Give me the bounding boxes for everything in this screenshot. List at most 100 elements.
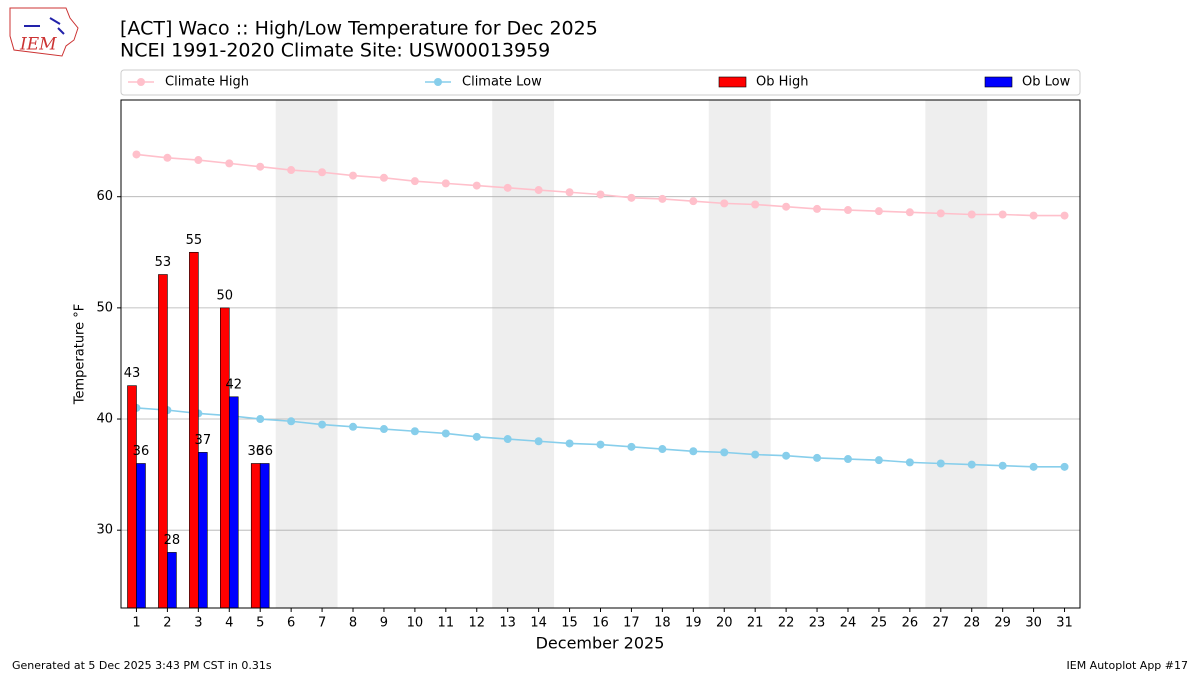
point <box>689 197 698 206</box>
logo-outline <box>9 7 79 57</box>
y-tick-label: 30 <box>96 523 113 538</box>
point <box>658 445 667 454</box>
y-axis-label: Temperature °F <box>73 304 88 405</box>
bar <box>189 251 199 609</box>
bar <box>198 452 208 609</box>
x-tick-label: 13 <box>499 616 516 631</box>
bar <box>259 463 270 609</box>
x-tick-label: 1 <box>132 616 140 631</box>
logo-lines <box>24 17 65 35</box>
legend-label: Ob High <box>756 75 809 90</box>
x-tick-label: 19 <box>685 616 702 631</box>
x-tick-label: 18 <box>654 616 671 631</box>
point <box>874 207 883 216</box>
point <box>813 453 822 462</box>
x-tick-label: 3 <box>194 616 202 631</box>
legend-label: Ob Low <box>1022 75 1071 90</box>
point <box>441 179 450 188</box>
point <box>287 166 296 175</box>
x-tick-label: 20 <box>716 616 733 631</box>
data-label: 43 <box>124 366 141 381</box>
point <box>225 159 234 168</box>
point <box>503 435 512 444</box>
point <box>256 162 265 171</box>
data-label: 42 <box>225 377 242 392</box>
point <box>998 461 1007 470</box>
x-tick-label: 9 <box>380 616 388 631</box>
point <box>905 458 914 467</box>
x-tick-label: 24 <box>840 616 857 631</box>
point <box>658 194 667 203</box>
x-tick-label: 17 <box>623 616 640 631</box>
point <box>472 432 481 441</box>
x-tick-label: 16 <box>592 616 609 631</box>
data-label: 53 <box>155 255 172 270</box>
line <box>136 153 1065 217</box>
data-label: 55 <box>186 233 203 248</box>
point <box>936 459 945 468</box>
point <box>503 183 512 192</box>
point <box>379 173 388 182</box>
x-tick-label: 25 <box>871 616 888 631</box>
point <box>782 202 791 211</box>
data-label: 28 <box>164 533 181 548</box>
point <box>565 439 574 448</box>
weekend-shade <box>492 100 555 608</box>
point <box>720 199 729 208</box>
x-tick-label: 11 <box>438 616 455 631</box>
y-tick-label: 60 <box>96 189 113 204</box>
point <box>410 177 419 186</box>
x-tick-label: 28 <box>963 616 980 631</box>
x-tick-label: 2 <box>163 616 171 631</box>
legend-swatch <box>984 76 1013 88</box>
chart-subtitle: NCEI 1991-2020 Climate Site: USW00013959 <box>120 40 550 62</box>
data-label: 36 <box>247 444 264 459</box>
x-axis-label: December 2025 <box>536 634 665 653</box>
bar <box>167 552 177 609</box>
bar <box>220 307 230 609</box>
point <box>627 193 636 202</box>
point <box>1029 211 1038 220</box>
legend-box <box>120 69 1081 96</box>
point <box>379 425 388 434</box>
legend-label: Climate Low <box>462 75 542 90</box>
point <box>318 168 327 177</box>
point <box>565 188 574 197</box>
point <box>874 456 883 465</box>
x-tick-label: 15 <box>561 616 578 631</box>
bar <box>127 385 137 609</box>
y-tick-label: 50 <box>96 300 113 315</box>
point <box>1060 211 1069 220</box>
point <box>163 153 172 162</box>
point <box>967 210 976 219</box>
point <box>751 450 760 459</box>
bar <box>250 463 261 609</box>
x-tick-label: 14 <box>530 616 547 631</box>
x-tick-label: 10 <box>407 616 424 631</box>
point <box>534 437 543 446</box>
point <box>194 156 203 165</box>
y-tick-label: 40 <box>96 412 113 427</box>
point <box>998 210 1007 219</box>
point <box>596 190 605 199</box>
logo-text: IEM <box>19 35 57 55</box>
point <box>287 417 296 426</box>
x-tick-label: 6 <box>287 616 295 631</box>
point <box>256 415 265 424</box>
x-tick-label: 4 <box>225 616 233 631</box>
point <box>349 171 358 180</box>
legend-label: Climate High <box>165 75 249 90</box>
point <box>410 427 419 436</box>
x-tick-label: 7 <box>318 616 326 631</box>
point <box>843 455 852 464</box>
logo: IEM <box>9 7 79 57</box>
x-tick-label: 30 <box>1025 616 1042 631</box>
footer-left: Generated at 5 Dec 2025 3:43 PM CST in 0… <box>12 659 272 672</box>
point <box>627 442 636 451</box>
bar <box>136 463 146 609</box>
plot-frame <box>120 99 1081 609</box>
chart-title: [ACT] Waco :: High/Low Temperature for D… <box>120 18 598 40</box>
bar <box>228 396 239 609</box>
point <box>318 420 327 429</box>
point <box>1029 462 1038 471</box>
